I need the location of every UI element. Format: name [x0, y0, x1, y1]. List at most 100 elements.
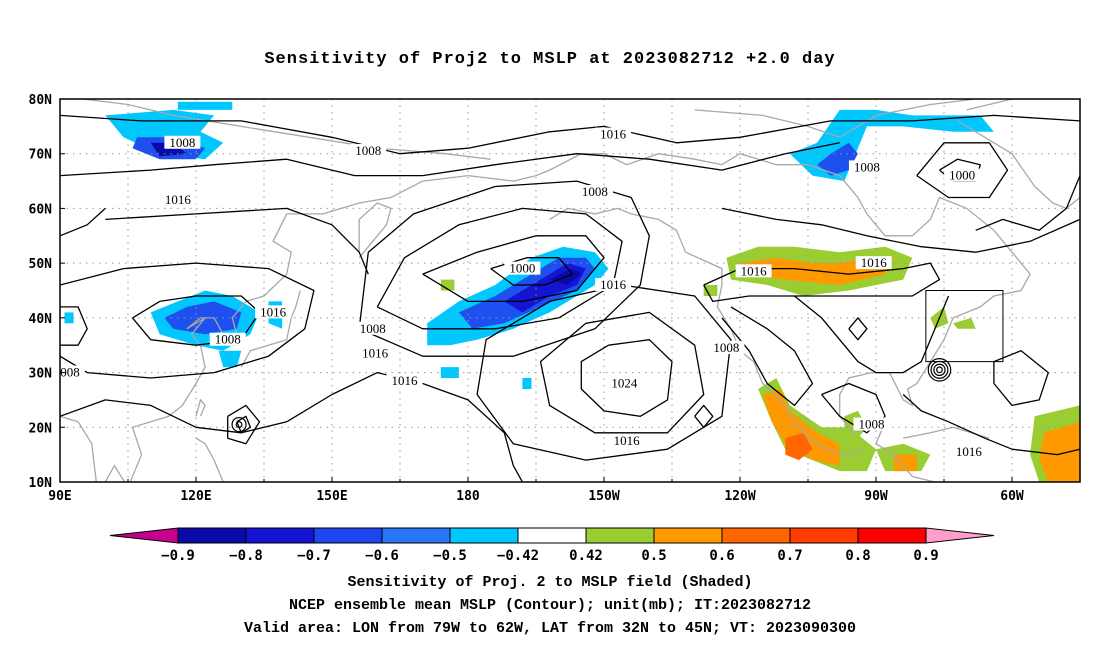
colorbar-label-11: 0.9	[913, 548, 938, 564]
contour-label-bg-1	[350, 143, 387, 157]
colorbar-segment-4	[449, 527, 519, 544]
colorbar-segment-7	[653, 527, 723, 544]
mslp-contour-6	[358, 180, 650, 357]
colorbar-segment-1	[245, 527, 315, 544]
colorbar-under-triangle	[109, 527, 179, 544]
mslp-contour-4	[422, 235, 605, 303]
lat-label-4: 40N	[29, 312, 53, 327]
lon-label-7: 60W	[1000, 489, 1024, 504]
colorbar-over-triangle	[925, 527, 995, 544]
mslp-contour-9	[60, 114, 1080, 155]
coastline-10	[957, 120, 1080, 210]
contour-labels: 1008100810161016100810081000100010161016…	[54, 127, 987, 459]
storm-ring-1-1	[231, 416, 247, 433]
colorbar-segment-9	[789, 527, 859, 544]
shaded-region-28	[953, 317, 976, 329]
colorbar-label-2: −0.7	[297, 548, 331, 564]
lon-label-3: 180	[456, 489, 480, 504]
colorbar-label-10: 0.8	[845, 548, 870, 564]
mslp-contour-12	[60, 207, 106, 237]
shaded-region-21	[785, 432, 813, 461]
contour-label-12: 1008	[215, 332, 241, 347]
shaded-region-26	[1039, 421, 1080, 482]
mslp-contours	[60, 114, 1080, 482]
mslp-contour-28	[694, 404, 714, 428]
contour-label-bg-14	[354, 321, 391, 335]
lon-label-1: 120E	[180, 489, 211, 504]
contour-label-16: 1016	[392, 373, 419, 388]
coastline-7	[82, 99, 491, 160]
mslp-contour-25	[993, 350, 1049, 407]
contour-label-8: 1016	[600, 277, 627, 292]
lat-label-6: 20N	[29, 421, 53, 436]
colorbar-segment-3	[381, 527, 451, 544]
mslp-contour-10	[60, 142, 840, 177]
shaded-region-7	[64, 312, 74, 324]
contour-label-bg-18	[608, 433, 645, 447]
shaded-region-24	[894, 454, 917, 472]
contour-label-17: 1024	[611, 376, 638, 391]
figure-title: Sensitivity of Proj2 to MSLP at 20230827…	[264, 50, 836, 69]
lon-label-0: 90E	[48, 489, 71, 504]
contour-label-bg-4	[576, 185, 613, 199]
contour-label-bg-0	[164, 135, 201, 149]
shaded-region-30	[703, 285, 718, 296]
contour-label-bg-3	[595, 127, 632, 141]
mslp-contour-17	[227, 404, 261, 445]
mslp-contour-18	[60, 306, 88, 346]
contour-label-7: 1000	[509, 261, 535, 276]
contour-label-bg-8	[595, 278, 632, 292]
lat-label-0: 80N	[29, 93, 53, 108]
contour-label-18: 1016	[614, 433, 641, 448]
contour-label-13: 1008	[54, 365, 80, 380]
caption-line-3: Valid area: LON from 79W to 62W, LAT fro…	[243, 620, 857, 637]
contour-label-15: 1016	[362, 345, 389, 360]
map-frame	[59, 98, 1081, 483]
lat-label-2: 60N	[29, 202, 53, 217]
caption-line-2: NCEP ensemble mean MSLP (Contour); unit(…	[288, 597, 812, 614]
mslp-contour-11	[105, 207, 369, 275]
contour-label-21: 1016	[956, 444, 983, 459]
contour-label-9: 1016	[741, 263, 768, 278]
colorbar-label-4: −0.5	[433, 548, 467, 564]
mslp-contour-3	[490, 257, 573, 286]
contour-label-2: 1016	[165, 192, 192, 207]
colorbar: −0.9 −0.8 −0.7 −0.6 −0.5 −0.42 0.42 0.5 0.6 0.7 0.…	[109, 527, 995, 564]
coastline-0	[60, 415, 97, 482]
mslp-contour-20	[721, 306, 814, 407]
storm-ring-1-0	[235, 421, 243, 428]
lon-label-2: 150E	[316, 489, 347, 504]
contour-label-bg-10	[855, 256, 892, 270]
mslp-contour-5	[376, 207, 623, 330]
storm-ring-0-1	[933, 363, 946, 377]
shaded-region-5	[218, 350, 242, 368]
contour-label-5: 1008	[854, 159, 880, 174]
lat-label-5: 30N	[29, 367, 53, 382]
mslp-contour-0	[580, 339, 673, 417]
contour-label-bg-6	[944, 168, 981, 182]
storm-ring-0-0	[936, 366, 943, 374]
contour-label-bg-15	[357, 346, 394, 360]
colorbar-segment-5	[517, 527, 587, 544]
contour-label-bg-9	[735, 264, 772, 278]
contour-label-11: 1016	[260, 304, 287, 319]
lat-lon-gridlines	[60, 99, 1080, 482]
mslp-contour-15	[60, 371, 523, 482]
contour-label-bg-21	[950, 444, 987, 458]
contour-label-6: 1000	[949, 168, 975, 183]
coastline-6	[195, 437, 224, 482]
coastline-4	[240, 290, 301, 368]
colorbar-label-7: 0.5	[641, 548, 666, 564]
colorbar-label-5: −0.42	[497, 548, 539, 564]
contour-label-bg-5	[848, 160, 885, 174]
lat-label-3: 50N	[29, 257, 53, 272]
contour-label-bg-12	[209, 332, 246, 346]
shaded-region-2	[150, 142, 187, 157]
contour-label-bg-2	[159, 193, 196, 207]
mslp-contour-21	[793, 295, 950, 374]
colorbar-label-1: −0.8	[229, 548, 263, 564]
contour-label-bg-20	[853, 417, 890, 431]
mslp-contour-2	[476, 284, 732, 461]
contour-label-bg-11	[255, 305, 292, 319]
